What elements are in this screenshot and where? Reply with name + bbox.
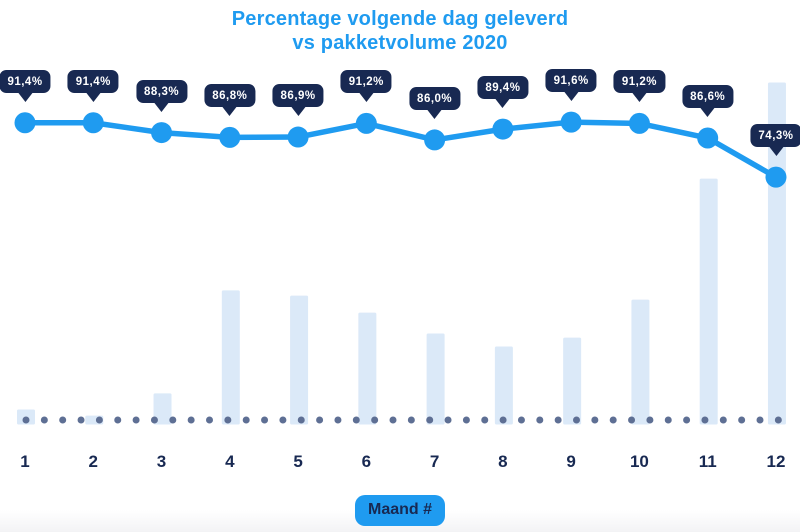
line-point-month-3 (151, 122, 173, 144)
volume-bar-month-11 (699, 178, 718, 425)
line-point-month-8 (492, 118, 514, 140)
volume-bar-month-7 (426, 333, 445, 425)
baseline-dot (242, 416, 250, 424)
baseline-dot (609, 416, 617, 424)
baseline-dot (389, 416, 397, 424)
baseline-dot (426, 416, 434, 424)
baseline-dot (114, 416, 122, 424)
x-axis-title-badge: Maand # (354, 495, 446, 526)
line-point-month-4 (219, 126, 241, 148)
value-callout-month-3: 88,3% (135, 79, 188, 103)
baseline-dot (316, 416, 324, 424)
baseline-dot (187, 416, 195, 424)
volume-bar-month-8 (494, 346, 513, 425)
x-axis-label-3: 3 (156, 452, 167, 471)
baseline-dot (407, 416, 415, 424)
x-axis-label-9: 9 (566, 452, 576, 471)
volume-bar-month-4 (221, 290, 240, 425)
baseline-dot (554, 416, 562, 424)
value-callout-month-7: 86,0% (409, 86, 461, 110)
value-callout-month-2: 91,4% (67, 69, 119, 93)
line-point-month-2 (82, 112, 104, 134)
line-point-month-5 (287, 126, 309, 148)
line-point-month-12 (765, 166, 787, 188)
volume-bar-month-3 (153, 393, 172, 425)
value-callout-month-1: 91,4% (0, 69, 51, 93)
value-callout-month-10: 91,2% (613, 70, 665, 94)
baseline-dot (701, 416, 709, 424)
chart-title-line1: Percentage volgende dag geleverd (231, 8, 569, 30)
baseline-dot (573, 416, 580, 424)
line-point-month-9 (560, 111, 582, 133)
x-axis-label-1: 1 (20, 452, 30, 471)
line-point-month-11 (697, 127, 719, 149)
baseline-dot (371, 416, 379, 424)
baseline-dot (774, 416, 782, 424)
baseline-dot (297, 416, 305, 424)
baseline-dot (756, 416, 764, 424)
baseline-dot (536, 416, 544, 424)
baseline-dot (224, 416, 232, 424)
x-axis-label-8: 8 (498, 452, 508, 471)
baseline-dot (169, 416, 177, 424)
value-callout-month-11: 86,6% (682, 85, 734, 108)
chart-title: Percentage volgende dag geleverd vs pakk… (0, 7, 800, 55)
x-axis-label-11: 11 (698, 452, 717, 471)
baseline-dot (462, 416, 470, 424)
baseline-dot (22, 416, 30, 424)
baseline-dot (95, 416, 103, 424)
x-axis-label-12: 12 (766, 452, 786, 471)
x-axis-label-10: 10 (629, 452, 649, 471)
baseline-dot (444, 416, 452, 424)
baseline-dot (150, 416, 158, 424)
line-point-month-10 (628, 112, 650, 134)
value-callout-month-6: 91,2% (340, 70, 392, 94)
chart-title-line2: vs pakketvolume 2020 (292, 32, 508, 54)
baseline-dot (481, 416, 489, 424)
x-axis-label-2: 2 (88, 452, 98, 471)
volume-bar-month-10 (631, 299, 650, 425)
baseline-dot (206, 416, 213, 424)
volume-bar-month-6 (358, 312, 377, 425)
baseline-dot (352, 416, 360, 424)
x-axis-label-6: 6 (361, 452, 372, 471)
baseline-dot (334, 416, 342, 424)
value-callout-month-8: 89,4% (477, 76, 529, 100)
x-axis-label-5: 5 (293, 452, 303, 471)
volume-bar-month-9 (563, 337, 582, 425)
volume-bar-month-5 (290, 295, 309, 425)
baseline-dot (40, 416, 48, 424)
baseline-dot (738, 416, 746, 424)
value-callout-month-5: 86,9% (272, 84, 324, 108)
baseline-dot (719, 416, 727, 424)
baseline-dot (591, 416, 599, 424)
baseline-dot (261, 416, 269, 424)
baseline-dot (77, 416, 85, 424)
baseline-dot (628, 416, 636, 424)
baseline-dot (132, 416, 140, 424)
percentage-line (22, 119, 779, 180)
value-callout-month-9: 91,6% (545, 69, 597, 93)
x-axis-label-4: 4 (225, 452, 235, 471)
baseline-dot (517, 416, 525, 424)
line-point-month-6 (355, 112, 377, 134)
line-point-month-7 (424, 129, 446, 151)
value-callout-month-4: 86,8% (204, 84, 256, 108)
baseline-dot (59, 416, 67, 424)
value-callout-month-12: 74,3% (750, 124, 800, 148)
baseline-dot (646, 416, 654, 424)
baseline-dot (499, 416, 507, 424)
baseline-dot (664, 416, 672, 424)
x-axis-label-7: 7 (429, 452, 440, 471)
baseline-dot (279, 416, 287, 424)
line-point-month-1 (14, 112, 36, 134)
baseline-dot (683, 416, 691, 424)
